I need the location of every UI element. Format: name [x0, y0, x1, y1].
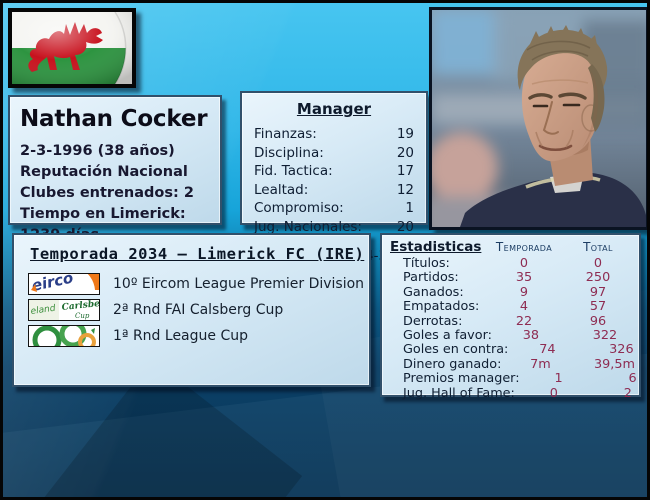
- stat-row: Dinero ganado: 7m 39,5m: [403, 356, 635, 372]
- attribute-row: Finanzas: 19: [254, 125, 414, 144]
- competition-text: 2ª Rnd FAI Calsberg Cup: [113, 302, 284, 318]
- fai-carlsberg-cup-logo: eland Carlsberg Cup: [28, 299, 100, 321]
- attribute-label: Jug. Nacionales:: [254, 218, 362, 235]
- stat-row: Títulos: 0 0: [403, 256, 603, 271]
- competition-text: 10º Eircom League Premier Division: [113, 276, 365, 292]
- season-title: Temporada 2034 – Limerick FC (IRE): [30, 245, 365, 263]
- eircom-league-logo: eirco: [28, 273, 100, 295]
- attribute-label: Fid. Tactica:: [254, 163, 333, 179]
- attribute-row: Jug. Nacionales: 20: [254, 218, 414, 237]
- attribute-label: Lealtad:: [254, 181, 309, 198]
- birth-date: 2-3-1996 (38 años): [20, 143, 175, 159]
- attribute-row: Fid. Tactica: 17: [254, 162, 414, 181]
- attribute-row: Lealtad: 12: [254, 181, 414, 200]
- stats-header-row: Estadisticas Temporada Total: [390, 239, 633, 255]
- manager-panel-title: Manager: [296, 100, 372, 118]
- attribute-value: 19: [396, 126, 414, 142]
- attribute-label: Disciplina:: [254, 144, 324, 161]
- attribute-label: Compromiso:: [254, 200, 344, 216]
- stat-row: Empatados: 4 57: [403, 299, 607, 315]
- season-summary-panel: Temporada 2034 – Limerick FC (IRE) eirco…: [12, 233, 371, 387]
- stats-title: Estadisticas: [390, 239, 482, 255]
- attribute-label: Finanzas:: [254, 126, 317, 142]
- competition-row: 1ª Rnd League Cup: [28, 325, 355, 347]
- stat-row: Jug. Hall of Fame: 0 2: [403, 385, 632, 401]
- stat-row: Premios manager: 1 6: [403, 371, 637, 387]
- attribute-value: 20: [396, 144, 414, 161]
- attribute-row: Compromiso: 1: [254, 199, 414, 218]
- clubs-managed: Clubes entrenados: 2: [20, 185, 194, 201]
- wales-flag-icon: [12, 12, 132, 84]
- reputation: Reputación Nacional: [20, 164, 188, 180]
- stat-row: Goles en contra: 74 326: [403, 342, 634, 358]
- attribute-row: Disciplina: 20: [254, 144, 414, 163]
- svg-text:eland: eland: [30, 304, 56, 317]
- manager-info-panel: Nathan Cocker 2-3-1996 (38 años) Reputac…: [8, 95, 222, 243]
- manager-photo: [429, 7, 647, 230]
- stat-row: Ganados: 9 97: [403, 284, 607, 300]
- statistics-panel: Estadisticas Temporada Total Títulos: 0 …: [380, 233, 641, 401]
- attribute-value: 17: [396, 163, 414, 179]
- svg-text:Cup: Cup: [75, 312, 90, 320]
- column-header-total: Total: [583, 240, 613, 254]
- league-cup-logo: [28, 325, 100, 347]
- manager-portrait-image: [432, 10, 646, 227]
- attribute-value: 1: [405, 200, 414, 216]
- manager-name: Nathan Cocker: [20, 106, 208, 132]
- attribute-value: 12: [396, 181, 414, 198]
- competition-row: eirco 10º Eircom League Premier Division: [28, 273, 364, 295]
- competition-text: 1ª Rnd League Cup: [113, 328, 248, 344]
- stat-row: Partidos: 35 250: [403, 270, 611, 286]
- svg-text:Carlsberg: Carlsberg: [61, 300, 99, 313]
- attribute-value: 20: [396, 218, 414, 235]
- competition-row: eland Carlsberg Cup 2ª Rnd FAI Calsberg …: [28, 299, 355, 321]
- column-header-season: Temporada: [495, 240, 553, 254]
- stat-row: Goles a favor: 38 322: [403, 328, 618, 344]
- manager-attributes-panel: Manager Finanzas: 19 Disciplina: 20 Fid.…: [240, 91, 428, 264]
- nation-flag-box: [8, 8, 136, 88]
- stat-row: Derrotas: 22 96: [403, 313, 607, 329]
